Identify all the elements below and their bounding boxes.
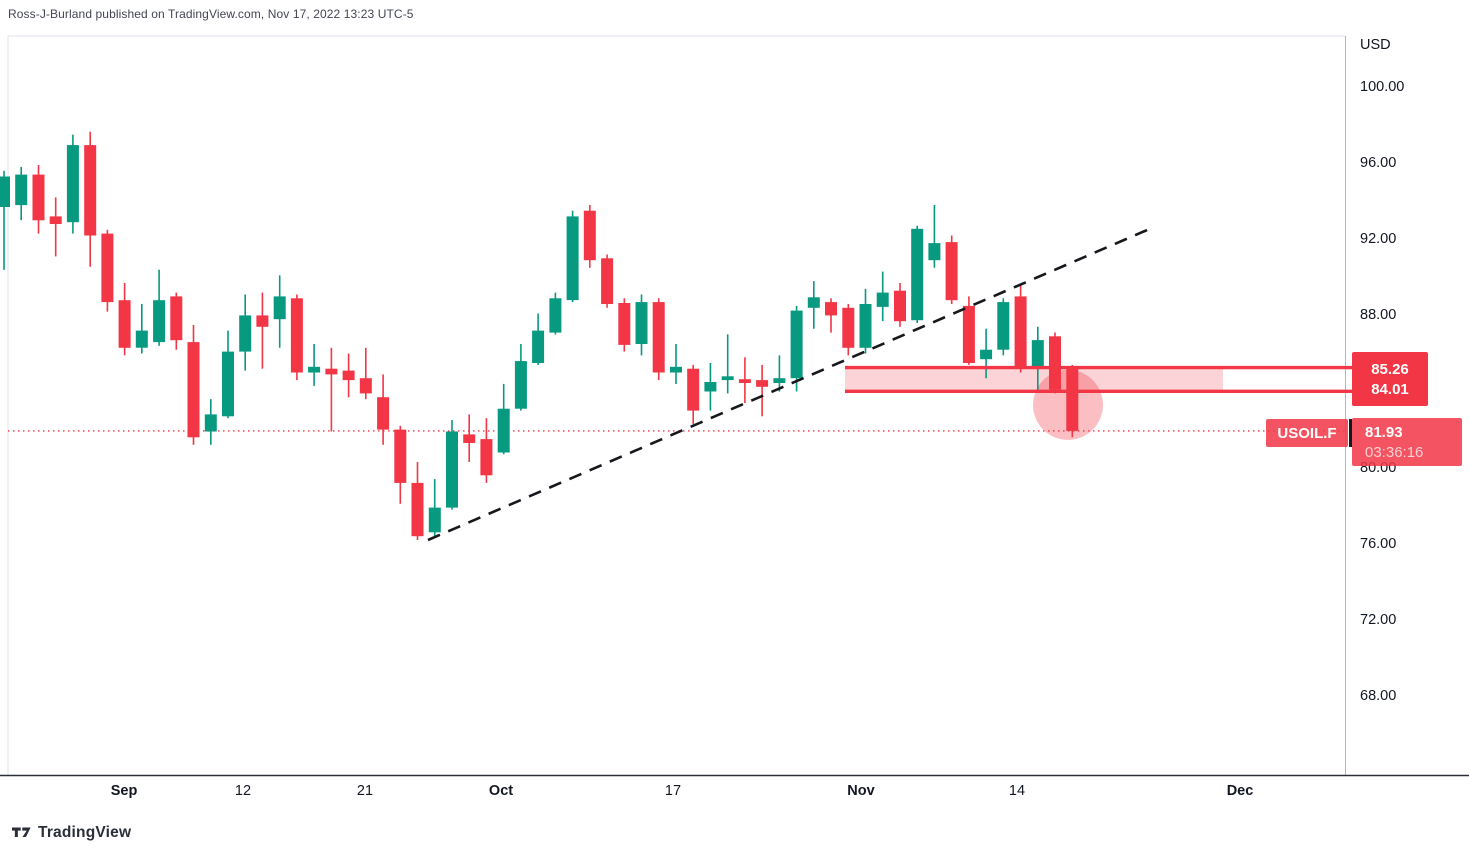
resistance-price-label: 85.26 (1371, 360, 1409, 378)
price-axis-label: 96.00 (1360, 155, 1397, 172)
time-axis-label: Sep (110, 783, 138, 799)
axis-price-pointer (1348, 419, 1352, 447)
level-price-box: 85.26 84.01 (1352, 352, 1428, 406)
countdown-timer: 03:36:16 (1365, 444, 1424, 461)
tradingview-logo[interactable]: TradingView (12, 824, 131, 842)
price-axis-label: 76.00 (1360, 535, 1397, 552)
tradingview-logo-icon (12, 826, 31, 840)
symbol-badge: USOIL.F (1266, 419, 1348, 447)
time-axis-label: Dec (1226, 783, 1254, 799)
attribution-text: Ross-J-Burland published on TradingView.… (8, 7, 414, 21)
time-axis-label: 21 (356, 783, 374, 799)
time-axis-label: Oct (488, 783, 514, 799)
price-axis-label: 92.00 (1360, 231, 1397, 248)
support-price-label: 84.01 (1371, 380, 1409, 398)
price-axis-currency: USD (1360, 37, 1391, 53)
price-axis-label: 88.00 (1360, 307, 1397, 324)
time-axis-label: Nov (847, 783, 875, 799)
last-price-badge: 81.93 03:36:16 (1352, 418, 1462, 466)
time-axis-label: 17 (664, 783, 682, 799)
price-axis-label: 68.00 (1360, 688, 1397, 705)
time-axis-label: 12 (234, 783, 252, 799)
price-axis-label: 100.00 (1360, 79, 1405, 95)
time-axis-label: 14 (1008, 783, 1026, 799)
last-price-value: 81.93 (1365, 424, 1403, 441)
tradingview-logo-text: TradingView (38, 824, 132, 841)
price-axis-label: 72.00 (1360, 611, 1397, 628)
